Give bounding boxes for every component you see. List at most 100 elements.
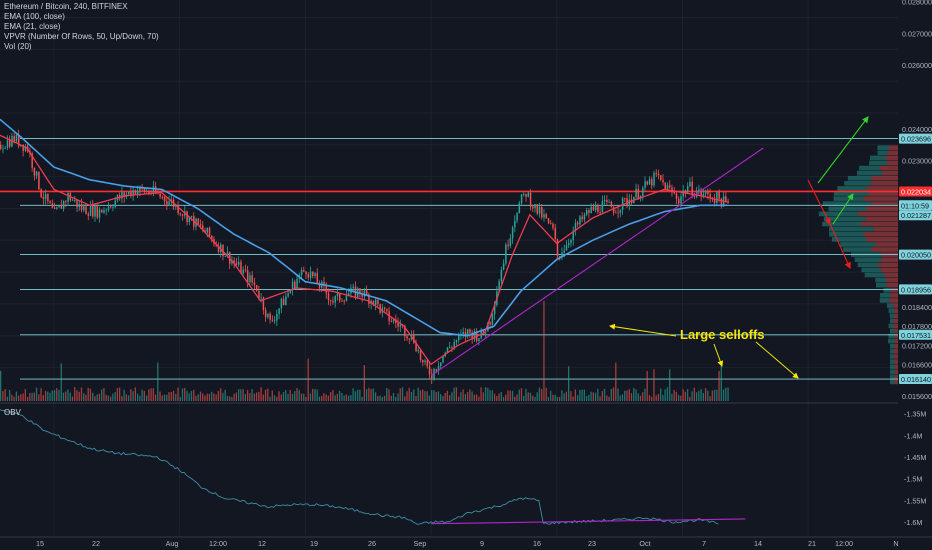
candle-body — [0, 144, 2, 149]
volume-bar — [417, 387, 419, 401]
candle-body — [325, 285, 328, 294]
candle-body — [107, 206, 110, 210]
volume-bar — [709, 396, 711, 401]
candle-body — [493, 304, 496, 315]
volume-bar — [49, 392, 51, 401]
volume-bar — [42, 395, 44, 401]
candle-body — [47, 193, 49, 202]
candle-body — [181, 214, 184, 216]
price-label-text: 0.017531 — [901, 331, 931, 340]
volume-bar — [246, 390, 249, 401]
candle-body — [262, 297, 265, 311]
volume-bar — [226, 395, 229, 401]
candle-body — [449, 347, 451, 349]
legend-ema100: EMA (100, close) — [4, 12, 65, 21]
volume-bar — [233, 393, 235, 401]
candle-body — [422, 359, 424, 363]
candle-body — [615, 212, 617, 214]
vpvr-bar-down — [857, 211, 898, 217]
vpvr-bar-down — [865, 237, 898, 242]
volume-bar — [240, 389, 242, 401]
y-tick-label: 0.026000 — [902, 61, 932, 70]
volume-bar — [148, 389, 150, 401]
candle-body — [143, 188, 146, 193]
candle-body — [231, 260, 233, 264]
volume-bar — [235, 392, 238, 401]
volume-bar — [89, 388, 92, 401]
y-tick-label: 0.016600 — [902, 360, 932, 369]
volume-bar — [217, 390, 220, 401]
volume-bar — [617, 388, 619, 401]
vpvr-bar-up — [888, 308, 895, 313]
x-tick-label: N — [893, 539, 898, 548]
candle-body — [588, 210, 590, 213]
volume-bar — [338, 390, 341, 401]
volume-bar — [653, 369, 655, 401]
candle-body — [599, 212, 601, 213]
candle-body — [78, 203, 81, 208]
candle-body — [240, 261, 242, 274]
candle-body — [617, 212, 619, 214]
price-label-box — [899, 329, 932, 340]
vpvr-bar-up — [886, 303, 894, 308]
candle-body — [583, 214, 586, 220]
volume-bar — [94, 396, 96, 401]
candle-body — [597, 205, 599, 213]
candle-body — [644, 181, 646, 188]
volume-bar — [669, 369, 671, 401]
candle-body — [673, 191, 675, 194]
obv-tick-label: -1.35M — [904, 410, 926, 419]
volume-bar — [655, 395, 657, 401]
candle-body — [67, 193, 69, 202]
candle-body — [341, 300, 343, 302]
bullish-arrow-mid — [832, 193, 854, 225]
volume-bar — [296, 388, 298, 401]
volume-bar — [264, 389, 267, 401]
candle-body — [65, 201, 67, 202]
volume-bars — [0, 301, 729, 401]
volume-bar — [278, 391, 280, 401]
volume-bar — [0, 370, 2, 401]
x-tick-label: 9 — [480, 539, 484, 548]
volume-bar — [253, 393, 255, 401]
volume-bar — [291, 393, 294, 401]
candle-body — [664, 182, 667, 191]
candle-body — [435, 369, 438, 371]
candle-body — [709, 194, 711, 199]
volume-bar — [570, 391, 572, 401]
volume-bar — [552, 394, 554, 401]
candle-body — [669, 185, 671, 188]
vpvr-bar-down — [860, 221, 898, 227]
candle-body — [534, 204, 536, 209]
candle-body — [579, 216, 581, 225]
candle-body — [716, 191, 718, 203]
volume-bar — [437, 391, 440, 401]
x-tick-label: 12:00 — [835, 539, 853, 548]
volume-bar — [186, 390, 188, 401]
candle-body — [276, 313, 278, 321]
volume-bar — [377, 396, 379, 401]
price-label-box — [899, 249, 932, 260]
vpvr-bar-down — [871, 201, 898, 207]
volume-bar — [195, 395, 197, 401]
volume-bar — [103, 387, 105, 401]
volume-bar — [664, 389, 666, 401]
volume-bar — [583, 389, 585, 401]
candle-body — [110, 206, 112, 208]
vpvr-bar-down — [891, 287, 898, 293]
candle-body — [437, 366, 440, 371]
annotation-arrow-mid — [713, 343, 724, 367]
volume-bar — [386, 387, 388, 401]
candle-body — [466, 329, 469, 337]
volume-bar — [145, 395, 148, 401]
candle-body — [62, 201, 65, 209]
volume-bar — [69, 392, 71, 401]
volume-bar — [523, 395, 525, 401]
ascending-trendline — [430, 147, 764, 376]
legend-ema21: EMA (21, close) — [4, 22, 61, 31]
volume-bar — [40, 388, 42, 401]
candle-body — [359, 288, 361, 294]
volume-bar — [87, 387, 89, 401]
volume-bar — [112, 393, 114, 401]
